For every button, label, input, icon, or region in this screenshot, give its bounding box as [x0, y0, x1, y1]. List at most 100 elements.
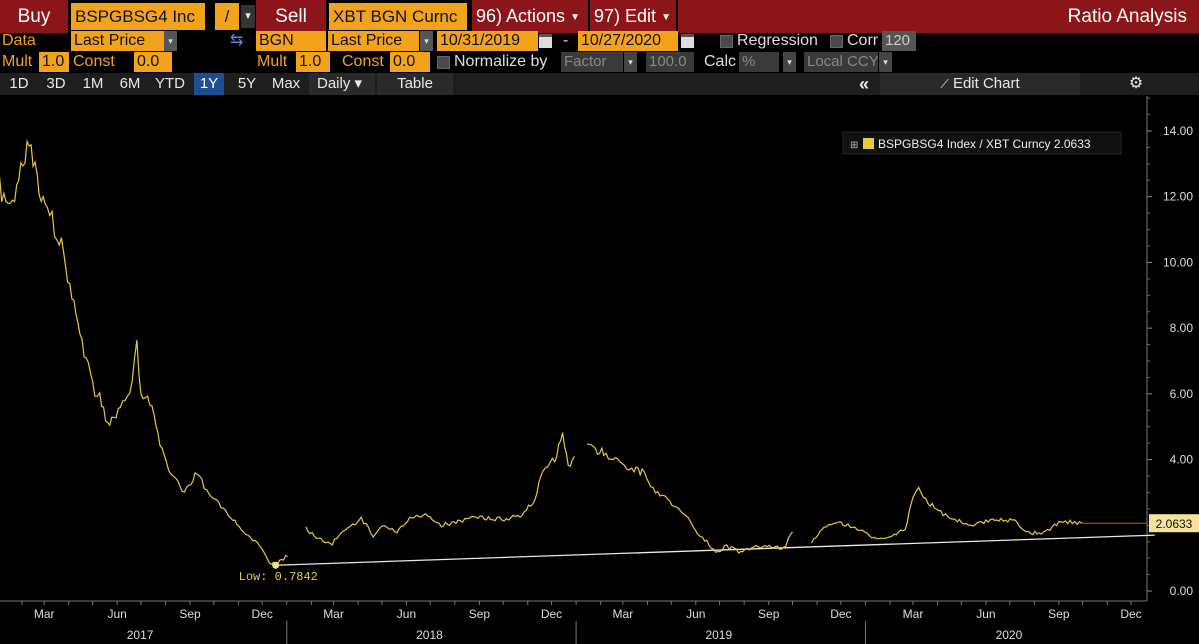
year-label: 2018 [416, 628, 443, 642]
edit-chart-label: Edit Chart [952, 75, 1020, 92]
corr-period-input[interactable]: 120 [882, 31, 916, 51]
x-tick-label: Dec [252, 607, 273, 621]
x-tick-label: Jun [107, 607, 126, 621]
legend-expand-icon[interactable]: ⊞ [850, 140, 858, 151]
buy-label: Buy [0, 0, 68, 33]
last-value-tag [1149, 514, 1199, 533]
series-line-segment [586, 443, 793, 554]
dropdown-caret-icon: ▼ [570, 11, 580, 23]
mult-row: Mult 1.0 Const 0.0 Mult 1.0 Const 0.0 No… [0, 52, 1199, 73]
const2-input[interactable]: 0.0 [390, 52, 430, 72]
range-button-1d[interactable]: 1D [9, 75, 29, 92]
chevron-down-icon[interactable]: ▾ [783, 52, 796, 72]
field1-select[interactable]: Last Price [71, 31, 164, 51]
calendar-icon[interactable] [539, 34, 552, 48]
calc-select[interactable]: % [739, 52, 779, 72]
range-button-6m[interactable]: 6M [119, 75, 141, 92]
edit-chart-button[interactable]: ⟋ Edit Chart [880, 73, 1080, 95]
ratio-chart[interactable]: 0.002.004.006.008.0010.0012.0014.00MarJu… [0, 96, 1199, 644]
date-dash: - [563, 32, 569, 49]
range-button-1y[interactable]: 1Y [194, 73, 224, 95]
data-label: Data [2, 32, 36, 49]
const-label-2: Const [342, 53, 384, 70]
mult2-input[interactable]: 1.0 [296, 52, 330, 72]
normalize-amount-input[interactable]: 100.0 [646, 52, 694, 72]
x-tick-label: Mar [34, 607, 55, 621]
y-tick-label: 4.00 [1170, 453, 1194, 467]
operator-input[interactable]: / [215, 3, 239, 30]
range-button-1m[interactable]: 1M [82, 75, 104, 92]
currency-select[interactable]: Local CCY [804, 52, 878, 72]
trend-line [275, 534, 1155, 566]
chevron-down-icon[interactable]: ▾ [420, 31, 433, 51]
corr-label: Corr [847, 32, 879, 49]
x-tick-label: Sep [758, 607, 780, 621]
table-button[interactable]: Table [377, 73, 453, 95]
y-tick-label: 10.00 [1163, 255, 1193, 269]
x-tick-label: Dec [830, 607, 851, 621]
x-tick-label: Sep [469, 607, 491, 621]
chart-toolbar: 1D 3D 1M 6M YTD 1Y 5Y Max Daily ▾ Table « ⟋ Edi… [0, 73, 1199, 95]
y-tick-label: 6.00 [1170, 387, 1194, 401]
chart-labels: 0.002.004.006.008.0010.0012.0014.00MarJu… [34, 124, 1199, 642]
x-tick-label: Dec [1120, 607, 1141, 621]
series-line-segment [305, 432, 576, 546]
security-header: Buy BSPGBSG4 Inc / ▾ Sell XBT BGN Curnc … [0, 0, 1199, 33]
x-tick-label: Sep [1048, 607, 1070, 621]
start-date-input[interactable]: 10/31/2019 [437, 31, 538, 51]
actions-menu-button[interactable]: 96) Actions ▼ [472, 0, 588, 33]
data-row: Data Last Price ▾ ⇆ BGN Last Price ▾ 10/… [0, 31, 1199, 52]
corr-checkbox[interactable] [830, 35, 843, 48]
y-tick-label: 0.00 [1170, 584, 1194, 598]
edit-chart-icon: ⟋ [940, 77, 949, 91]
legend-label: BSPGBSG4 Index / XBT Curncy 2.0633 [878, 137, 1091, 151]
chevron-down-icon[interactable]: ▾ [624, 52, 637, 72]
regression-label: Regression [737, 32, 818, 49]
last-value-label: 2.0633 [1156, 517, 1193, 531]
gear-icon[interactable]: ⚙ [1128, 75, 1144, 92]
series-line-segment [810, 486, 1083, 544]
range-button-5y[interactable]: 5Y [237, 75, 257, 92]
actions-label: 96) Actions [476, 6, 566, 26]
edit-menu-button[interactable]: 97) Edit ▼ [590, 0, 676, 33]
mult1-input[interactable]: 1.0 [39, 52, 69, 72]
frequency-select[interactable]: Daily ▾ [309, 73, 375, 95]
y-tick-label: 8.00 [1170, 321, 1194, 335]
chevron-down-icon[interactable]: ▾ [879, 52, 892, 72]
year-label: 2019 [705, 628, 732, 642]
range-button-max[interactable]: Max [271, 75, 301, 92]
swap-icon[interactable]: ⇆ [230, 32, 244, 49]
x-tick-label: Jun [686, 607, 705, 621]
chevron-down-icon[interactable]: ▾ [164, 31, 177, 51]
x-tick-label: Jun [976, 607, 995, 621]
const1-input[interactable]: 0.0 [134, 52, 172, 72]
x-tick-label: Mar [323, 607, 344, 621]
low-point-marker [272, 561, 280, 569]
range-button-ytd[interactable]: YTD [155, 75, 185, 92]
chart-series [0, 139, 1155, 569]
calendar-icon[interactable] [681, 34, 694, 48]
collapse-icon[interactable]: « [858, 74, 869, 94]
regression-checkbox[interactable] [720, 35, 733, 48]
sell-ticker-input[interactable]: XBT BGN Curnc [329, 3, 467, 30]
x-tick-label: Sep [179, 607, 201, 621]
x-tick-label: Mar [903, 607, 924, 621]
series-line-segment [0, 139, 288, 566]
x-tick-label: Jun [397, 607, 416, 621]
dropdown-caret-icon: ▼ [661, 11, 671, 23]
range-button-3d[interactable]: 3D [46, 75, 66, 92]
buy-ticker-input[interactable]: BSPGBSG4 Inc [71, 3, 205, 30]
source-input[interactable]: BGN [256, 31, 326, 51]
const-label: Const [73, 53, 115, 70]
operator-dropdown-icon[interactable]: ▾ [241, 5, 255, 28]
y-tick-label: 14.00 [1163, 124, 1193, 138]
sell-label: Sell [256, 0, 326, 33]
mult-label: Mult [2, 53, 33, 70]
edit-label: 97) Edit [594, 6, 657, 26]
normalize-select[interactable]: Factor [561, 52, 623, 72]
end-date-input[interactable]: 10/27/2020 [578, 31, 678, 51]
legend-box [842, 131, 1122, 155]
normalize-checkbox[interactable] [437, 56, 450, 69]
field2-select[interactable]: Last Price [328, 31, 419, 51]
x-tick-label: Dec [541, 607, 562, 621]
